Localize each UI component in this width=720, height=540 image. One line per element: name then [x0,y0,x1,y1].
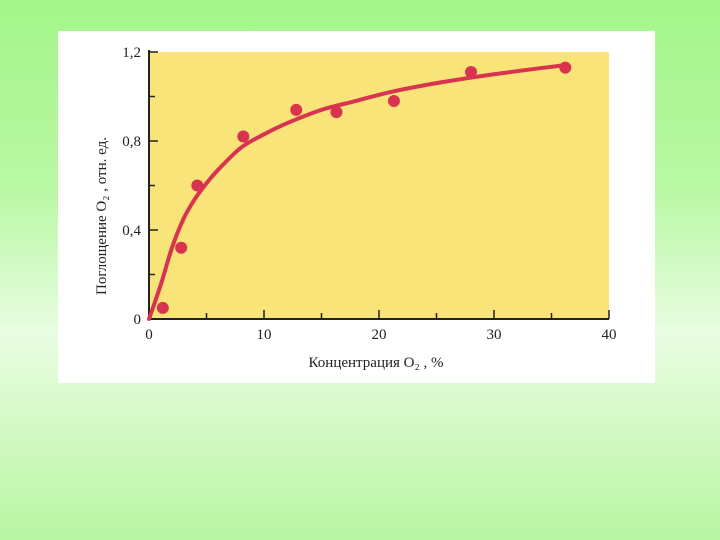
x-tick-label: 20 [372,327,387,343]
x-tick-label: 40 [602,327,617,343]
y-tick-label: 0,8 [122,134,141,150]
data-point [559,61,572,74]
data-point [465,66,477,79]
x-axis-title: Концентрация O₂ , % [309,355,444,371]
x-tick-label: 10 [257,327,272,343]
y-tick-label: 0,4 [122,223,141,239]
plot-area [149,52,609,319]
data-point [191,179,204,192]
y-axis-title: Поглощение O₂ , отн. ед. [94,137,110,295]
oxygen-uptake-chart: 0 0,4 0,8 1,2 0 10 20 30 40 Поглощение O₂ , отн.… [94,45,617,371]
x-tick-label: 0 [145,327,153,343]
data-point [175,241,188,254]
y-tick-label: 0 [134,312,142,328]
data-point [387,94,400,107]
fit-curve-line [147,63,565,321]
data-point [330,106,343,119]
data-point [156,301,169,314]
x-tick-label: 30 [487,327,502,343]
y-tick-label: 1,2 [122,45,141,61]
data-point [290,103,303,116]
slide-panel: 0 0,4 0,8 1,2 0 10 20 30 40 Поглощение O₂ , отн.… [58,31,655,383]
data-point [237,130,250,143]
